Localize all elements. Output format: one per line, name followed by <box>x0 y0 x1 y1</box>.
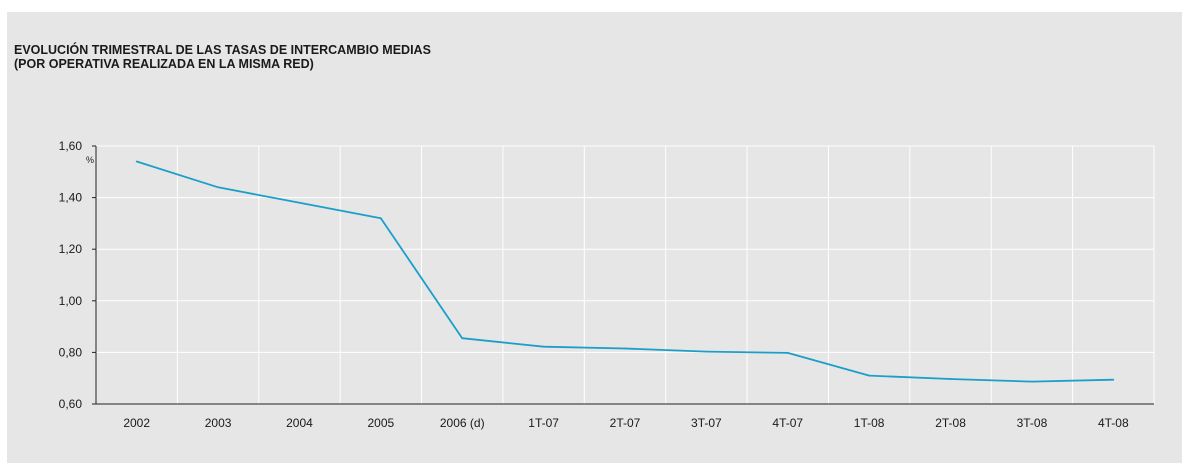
y-tick-label: 0,60 <box>59 397 83 411</box>
x-tick-label: 2004 <box>286 416 313 430</box>
chart-title-line: EVOLUCIÓN TRIMESTRAL DE LAS TASAS DE INT… <box>14 43 431 57</box>
chart-title: EVOLUCIÓN TRIMESTRAL DE LAS TASAS DE INT… <box>14 43 431 71</box>
data-point <box>379 217 382 220</box>
data-point <box>135 160 138 163</box>
data-point <box>949 378 952 380</box>
data-point <box>624 347 626 350</box>
x-tick-label: 3T-08 <box>1017 416 1048 430</box>
x-tick-label: 3T-07 <box>691 416 722 430</box>
x-tick-labels: 2002 2003 2004 2005 2006 (d) 1T-07 2T-07 3T-07 4… <box>123 416 1129 430</box>
data-point <box>542 345 545 348</box>
y-axis-unit-label: % <box>86 155 94 165</box>
x-tick-label: 1T-08 <box>854 416 885 430</box>
y-tick-label: 1,40 <box>59 191 83 205</box>
x-tick-label: 1T-07 <box>528 416 559 430</box>
y-tick-label: 1,60 <box>59 139 83 153</box>
x-tick-label: 2006 (d) <box>440 416 485 430</box>
x-tick-label: 2002 <box>123 416 150 430</box>
data-point <box>217 186 219 189</box>
chart-panel <box>7 12 1182 463</box>
data-series <box>135 160 1115 383</box>
x-tick-label: 2005 <box>367 416 394 430</box>
x-tick-label: 2T-08 <box>935 416 966 430</box>
data-point <box>298 201 301 204</box>
chart-subtitle-line: (POR OPERATIVA REALIZADA EN LA MISMA RED… <box>14 57 314 71</box>
data-point <box>1112 378 1115 381</box>
data-point <box>461 337 464 340</box>
x-tick-label: 2T-07 <box>610 416 641 430</box>
x-tick-label: 4T-08 <box>1098 416 1129 430</box>
data-point <box>786 352 789 354</box>
y-tick-label: 0,80 <box>59 345 83 359</box>
data-point <box>868 374 871 377</box>
x-tick-label: 4T-07 <box>772 416 803 430</box>
data-point <box>705 350 708 353</box>
y-tick-label: 1,20 <box>59 242 83 256</box>
y-tick-labels: 0,60 0,80 1,00 1,20 1,40 1,60 <box>59 139 83 411</box>
data-point <box>1031 380 1033 383</box>
axes <box>92 145 1154 405</box>
y-tick-label: 1,00 <box>59 294 83 308</box>
grid-lines <box>96 145 1155 404</box>
x-tick-label: 2003 <box>205 416 232 430</box>
